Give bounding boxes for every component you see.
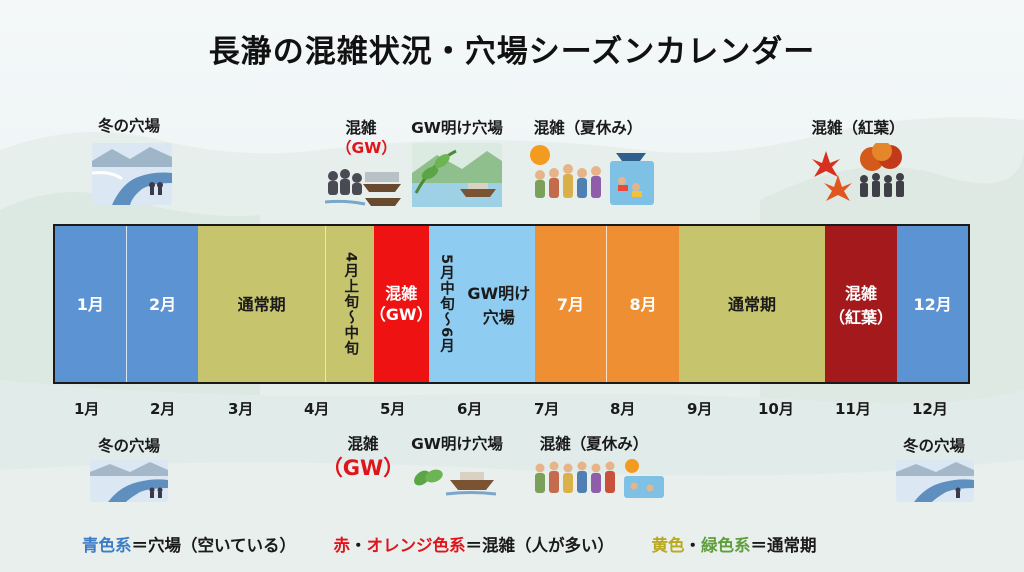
axis-month-6: 6月	[457, 400, 483, 418]
top-annotation-after-gw: GW明け穴場	[397, 118, 517, 138]
axis-month-2: 2月	[150, 400, 176, 418]
bottom-annotation-winter-left: 冬の穴場	[84, 436, 174, 456]
top-autumn-label: 混雑（紅葉）	[811, 119, 905, 137]
bottom-annotation-summer: 混雑（夏休み）	[534, 434, 654, 454]
bottom-gw-sub: （GW）	[321, 456, 405, 480]
top-after-gw-label: GW明け穴場	[411, 119, 503, 137]
summer-crowd-small-icon	[535, 459, 664, 498]
axis-month-1: 1月	[74, 400, 100, 418]
cell-jan: 1月	[55, 226, 127, 382]
cell-after-gw-sub: 穴場	[482, 308, 515, 327]
after-gw-scenery-icon	[412, 143, 502, 207]
autumn-leaves-crowd-icon	[812, 143, 904, 201]
cell-jul: 7月	[535, 226, 607, 382]
legend-yellow-term: 黄色	[651, 536, 685, 555]
legend-dot-1: ・	[350, 536, 367, 555]
top-summer-label: 混雑（夏休み）	[533, 119, 643, 137]
season-calendar-bar: 1月 2月 通常期 4月上旬〜中旬 混雑 （GW） 5月中旬〜6月 GW明け 穴…	[53, 224, 970, 384]
axis-month-8: 8月	[610, 400, 636, 418]
legend-yellow-meaning: ＝通常期	[750, 536, 817, 555]
legend-blue-meaning: ＝穴場（空いている）	[131, 536, 297, 555]
cell-aug-label: 8月	[629, 294, 657, 314]
cell-early-april-label: 4月上旬〜中旬	[342, 251, 359, 357]
cell-after-gw-label: GW明け	[467, 284, 531, 303]
page-title: 長瀞の混雑状況・穴場シーズンカレンダー	[208, 34, 816, 70]
cell-normal-spring: 通常期	[198, 226, 325, 382]
legend-dot-2: ・	[684, 536, 702, 555]
summer-crowd-icon	[530, 145, 654, 205]
cell-autumn-leaves: 混雑 （紅葉）	[824, 226, 898, 382]
legend-orange-term: オレンジ色系	[366, 536, 466, 555]
winter-river-icon	[92, 143, 172, 205]
cell-autumn-label: 混雑	[844, 284, 877, 303]
cell-after-gw: GW明け 穴場	[462, 226, 536, 382]
top-winter-label: 冬の穴場	[97, 117, 160, 135]
legend-red-term: 赤	[333, 536, 351, 555]
winter-river-small-icon	[90, 460, 168, 502]
cell-early-april: 4月上旬〜中旬	[324, 226, 374, 382]
bottom-annotation-after-gw: GW明け穴場	[397, 434, 517, 454]
cell-jan-label: 1月	[76, 294, 104, 314]
cell-normal-autumn: 通常期	[679, 226, 825, 382]
top-annotation-gw: 混雑 （GW）	[336, 118, 397, 158]
bottom-winter-right-label: 冬の穴場	[902, 437, 965, 455]
cell-jul-label: 7月	[556, 294, 585, 314]
cell-gw-label: 混雑	[385, 284, 418, 303]
cell-normal-autumn-label: 通常期	[728, 294, 777, 314]
bottom-after-gw-label: GW明け穴場	[411, 435, 503, 453]
cell-autumn-sub: （紅葉）	[828, 308, 893, 327]
top-annotation-autumn: 混雑（紅葉）	[798, 118, 918, 138]
cell-dec: 12月	[897, 226, 968, 382]
axis-month-4: 4月	[304, 400, 330, 418]
cell-aug: 8月	[606, 226, 680, 382]
winter-river-small-right-icon	[896, 460, 974, 502]
bottom-annotation-winter-right: 冬の穴場	[888, 436, 980, 456]
cell-feb-label: 2月	[148, 294, 177, 314]
axis-month-9: 9月	[687, 400, 713, 418]
bottom-gw-label: 混雑	[347, 435, 379, 453]
top-annotation-winter: 冬の穴場	[84, 116, 174, 136]
cell-feb: 2月	[126, 226, 199, 382]
axis-month-12: 12月	[912, 400, 948, 418]
bottom-winter-left-label: 冬の穴場	[97, 437, 160, 455]
cell-dec-label: 12月	[913, 294, 952, 314]
axis-month-11: 11月	[835, 400, 871, 418]
cell-gw: 混雑 （GW）	[373, 226, 429, 382]
cell-normal-spring-label: 通常期	[237, 294, 286, 314]
legend-green-term: 緑色系	[701, 536, 751, 555]
crowd-boats-icon	[325, 169, 401, 206]
axis-month-7: 7月	[534, 400, 560, 418]
top-gw-label: 混雑	[345, 119, 377, 137]
cell-mid-may-label: 5月中旬〜6月	[438, 254, 454, 354]
bottom-annotation-gw: 混雑 （GW）	[318, 434, 408, 480]
axis-month-10: 10月	[758, 400, 794, 418]
legend-red-meaning: ＝混雑（人が多い）	[465, 536, 615, 555]
cell-gw-sub: （GW）	[374, 305, 429, 324]
leaf-boat-icon	[414, 469, 496, 496]
color-legend: 青色系＝穴場（空いている） 赤・オレンジ色系＝混雑（人が多い） 黄色・緑色系＝通…	[82, 532, 817, 556]
legend-blue-term: 青色系	[82, 536, 132, 555]
top-gw-sub: （GW）	[336, 139, 397, 157]
axis-month-3: 3月	[228, 400, 254, 418]
top-annotation-summer: 混雑（夏休み）	[528, 118, 648, 138]
cell-mid-may: 5月中旬〜6月	[428, 226, 463, 382]
bottom-summer-label: 混雑（夏休み）	[539, 435, 649, 453]
axis-month-5: 5月	[380, 400, 406, 418]
